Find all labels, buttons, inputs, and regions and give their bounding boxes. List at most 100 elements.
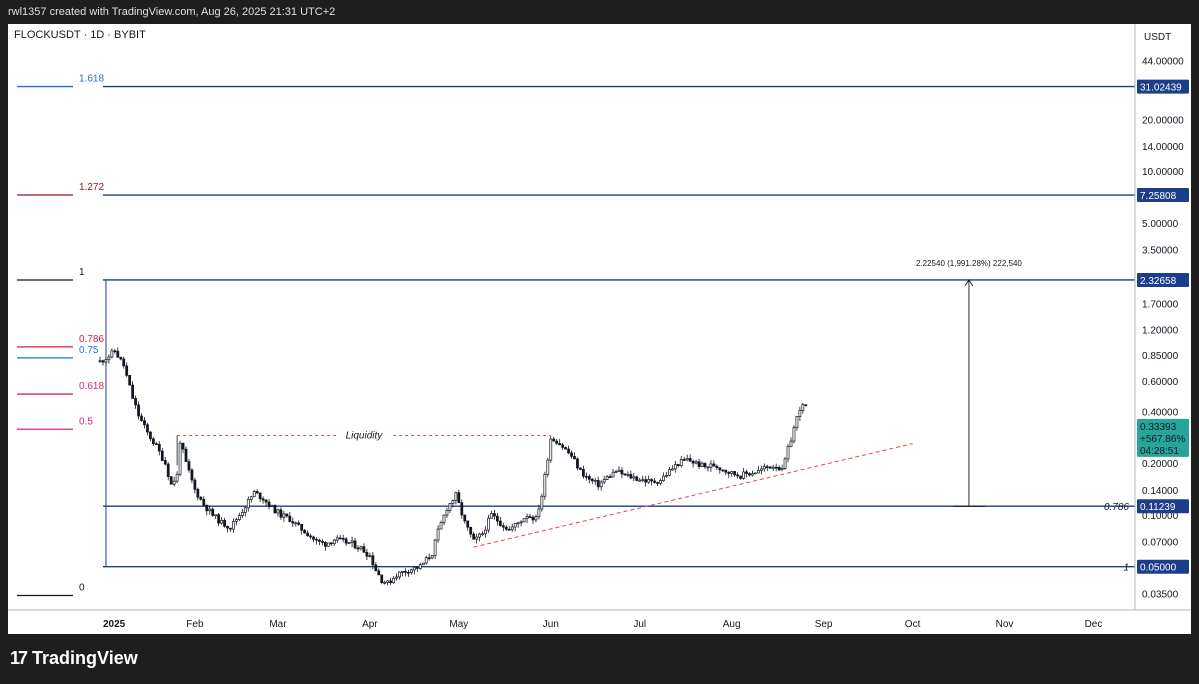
fib-level-label: 0.618 <box>79 381 104 392</box>
price-tick-label: 10.00000 <box>1142 167 1184 178</box>
candle-body <box>765 466 769 468</box>
time-tick-label: Sep <box>815 619 833 630</box>
last-price-countdown: 04:28:51 <box>1140 446 1179 457</box>
candle-body <box>451 500 455 504</box>
candle-body <box>421 562 425 566</box>
candle-body <box>134 398 137 406</box>
candle-body <box>469 526 473 535</box>
candle-body <box>347 542 351 544</box>
candle-body <box>679 459 683 466</box>
price-tick-label: 0.60000 <box>1142 377 1179 388</box>
level-price-badge-label: 0.05000 <box>1140 563 1177 574</box>
candle-body <box>543 473 547 497</box>
price-tick-label: 5.00000 <box>1142 219 1179 230</box>
candle-body <box>647 479 651 483</box>
candle-body <box>460 502 464 516</box>
candle-body <box>404 571 407 573</box>
candle-body <box>472 533 476 540</box>
candle-body <box>635 476 639 481</box>
candle-body <box>433 539 437 556</box>
candle-body <box>205 504 209 512</box>
level-side-label: 1 <box>1123 563 1129 574</box>
candle-body <box>285 513 289 517</box>
time-tick-label: Feb <box>186 619 204 630</box>
candle-body <box>235 519 238 522</box>
fib-level-label: 0.5 <box>79 416 93 427</box>
candle-body <box>475 536 479 540</box>
candle-body <box>137 404 140 417</box>
tradingview-logo[interactable]: 17 TradingView <box>10 648 138 669</box>
candle-body <box>573 456 576 460</box>
candle-body <box>724 469 728 473</box>
time-tick-label: Jun <box>543 619 559 630</box>
candle-body <box>217 514 221 524</box>
price-tick-label: 0.10000 <box>1142 511 1179 522</box>
candle-body <box>786 446 790 460</box>
candle-body <box>596 479 600 488</box>
attribution-bar: rwl1357 created with TradingView.com, Au… <box>0 0 1199 24</box>
footer <box>0 634 1199 684</box>
candle-body <box>208 508 212 512</box>
candle-body <box>365 552 369 557</box>
candle-body <box>582 469 585 477</box>
candle-body <box>398 571 401 578</box>
candle-body <box>151 438 155 445</box>
candle-body <box>507 528 511 531</box>
candle-body <box>300 524 304 531</box>
candle-body <box>727 471 731 474</box>
horizontal-levels-layer: 0.786 1 <box>102 85 1135 574</box>
candle-body <box>140 415 143 421</box>
candle-body <box>525 516 529 520</box>
candle-body <box>546 459 550 475</box>
candle-body <box>119 356 123 360</box>
candle-body <box>685 458 689 461</box>
candle-body <box>751 473 754 476</box>
candle-body <box>294 522 298 525</box>
candle-body <box>771 466 775 469</box>
time-tick-label: Dec <box>1085 619 1103 630</box>
candle-body <box>410 569 413 573</box>
candle-body <box>780 468 784 471</box>
candle-body <box>801 404 805 411</box>
candle-body <box>670 468 674 471</box>
candle-body <box>617 469 621 472</box>
candle-body <box>445 510 449 516</box>
candle-body <box>214 514 218 517</box>
candle-body <box>745 471 748 474</box>
chart-panel[interactable] <box>8 24 1191 634</box>
candle-body <box>558 443 562 446</box>
candle-body <box>706 466 710 469</box>
candle-body <box>540 495 544 510</box>
candle-body <box>146 424 149 433</box>
attribution-text: rwl1357 created with TradingView.com, Au… <box>8 6 336 18</box>
candle-body <box>424 557 428 564</box>
candle-body <box>386 580 390 583</box>
symbol-label[interactable]: FLOCKUSDT · 1D · BYBIT <box>14 29 146 41</box>
candle-body <box>522 518 526 523</box>
candle-body <box>754 472 757 475</box>
time-tick-label: Jul <box>633 619 646 630</box>
level-price-badge <box>1137 188 1189 203</box>
candle-body <box>608 476 612 478</box>
candle-body <box>783 458 787 469</box>
candle-body <box>350 540 354 543</box>
candle-body <box>116 350 120 358</box>
candle-body <box>665 474 668 477</box>
candle-body <box>579 467 582 470</box>
last-price-change: +567.86% <box>1140 434 1185 445</box>
candle-body <box>229 527 232 530</box>
candle-body <box>226 526 229 529</box>
candle-body <box>166 463 170 477</box>
candle-body <box>309 535 312 538</box>
candle-body <box>356 547 360 550</box>
candle-body <box>576 458 579 469</box>
candle-body <box>149 431 152 440</box>
level-price-badge-label: 7.25808 <box>1140 191 1177 202</box>
candle-body <box>570 452 573 457</box>
candle-body <box>656 482 659 484</box>
candle-body <box>240 512 244 517</box>
candle-body <box>143 420 146 426</box>
candle-body <box>279 509 283 518</box>
